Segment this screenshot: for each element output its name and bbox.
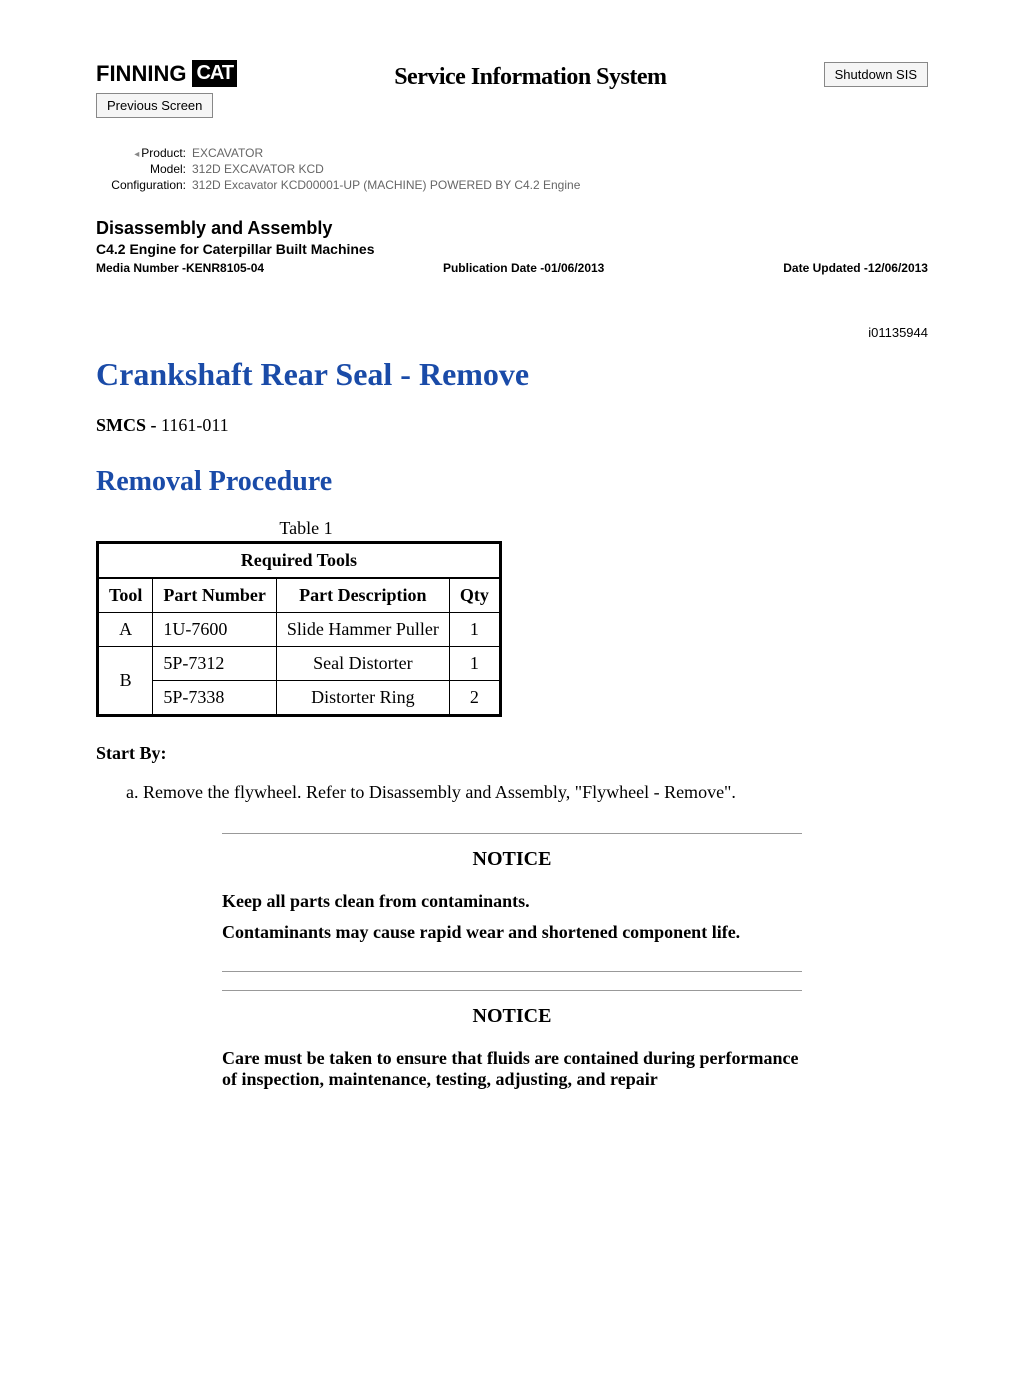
logo-block: FINNING CAT <box>96 60 237 87</box>
step-list: a. Remove the flywheel. Refer to Disasse… <box>126 782 928 803</box>
step-a: a. Remove the flywheel. Refer to Disasse… <box>126 782 928 803</box>
meta-product-label: Product: <box>96 146 192 160</box>
media-number: Media Number -KENR8105-04 <box>96 261 264 275</box>
publication-date: Publication Date -01/06/2013 <box>443 261 604 275</box>
cell-pn: 5P-7338 <box>153 681 276 716</box>
table-row: B 5P-7312 Seal Distorter 1 <box>98 647 501 681</box>
meta-block: Product: EXCAVATOR Model: 312D EXCAVATOR… <box>96 146 928 192</box>
notice-title: NOTICE <box>222 848 802 871</box>
meta-config-label: Configuration: <box>96 178 192 192</box>
notice-text: Contaminants may cause rapid wear and sh… <box>222 922 802 943</box>
shutdown-sis-button[interactable]: Shutdown SIS <box>824 62 928 87</box>
meta-config-value: 312D Excavator KCD00001-UP (MACHINE) POW… <box>192 178 580 192</box>
section-heading: Disassembly and Assembly <box>96 218 928 239</box>
cell-desc: Slide Hammer Puller <box>276 613 449 647</box>
cell-pn: 1U-7600 <box>153 613 276 647</box>
col-qty: Qty <box>449 578 500 613</box>
meta-config: Configuration: 312D Excavator KCD00001-U… <box>96 178 928 192</box>
meta-product: Product: EXCAVATOR <box>96 146 928 160</box>
table-row: 5P-7338 Distorter Ring 2 <box>98 681 501 716</box>
logo-and-prev: FINNING CAT Previous Screen <box>96 60 237 118</box>
notice-text: Keep all parts clean from contaminants. <box>222 891 802 912</box>
meta-model-value: 312D EXCAVATOR KCD <box>192 162 324 176</box>
cell-desc: Distorter Ring <box>276 681 449 716</box>
page-container: FINNING CAT Previous Screen Service Info… <box>0 0 1024 1140</box>
table-caption: Table 1 <box>96 518 516 539</box>
col-part-number: Part Number <box>153 578 276 613</box>
sis-title: Service Information System <box>237 60 824 91</box>
meta-model-label: Model: <box>96 162 192 176</box>
date-updated: Date Updated -12/06/2013 <box>783 261 928 275</box>
notice-title: NOTICE <box>222 1005 802 1028</box>
table-row: A 1U-7600 Slide Hammer Puller 1 <box>98 613 501 647</box>
previous-screen-button[interactable]: Previous Screen <box>96 93 213 118</box>
cell-qty: 1 <box>449 647 500 681</box>
cell-tool: B <box>98 647 153 716</box>
header-row: FINNING CAT Previous Screen Service Info… <box>96 60 928 118</box>
notice-block-2: NOTICE Care must be taken to ensure that… <box>222 990 802 1090</box>
smcs-value: 1161-011 <box>161 415 229 435</box>
section-block: Disassembly and Assembly C4.2 Engine for… <box>96 218 928 275</box>
col-part-description: Part Description <box>276 578 449 613</box>
cell-tool: A <box>98 613 153 647</box>
start-by-label: Start By: <box>96 743 928 764</box>
notice-block-1: NOTICE Keep all parts clean from contami… <box>222 833 802 972</box>
logo-finning: FINNING <box>96 61 186 87</box>
section-subtitle: Removal Procedure <box>96 466 928 498</box>
meta-model: Model: 312D EXCAVATOR KCD <box>96 162 928 176</box>
cell-pn: 5P-7312 <box>153 647 276 681</box>
publication-row: Media Number -KENR8105-04 Publication Da… <box>96 261 928 275</box>
cell-desc: Seal Distorter <box>276 647 449 681</box>
cell-qty: 1 <box>449 613 500 647</box>
table-header: Required Tools <box>98 543 501 579</box>
section-subheading: C4.2 Engine for Caterpillar Built Machin… <box>96 241 928 257</box>
required-tools-table: Required Tools Tool Part Number Part Des… <box>96 541 502 717</box>
smcs-line: SMCS - 1161-011 <box>96 415 928 436</box>
document-id: i01135944 <box>96 325 928 340</box>
notice-text: Care must be taken to ensure that fluids… <box>222 1048 802 1090</box>
logo-cat: CAT <box>192 60 237 87</box>
page-title: Crankshaft Rear Seal - Remove <box>96 356 928 393</box>
cell-qty: 2 <box>449 681 500 716</box>
col-tool: Tool <box>98 578 153 613</box>
smcs-label: SMCS - <box>96 415 161 435</box>
meta-product-value: EXCAVATOR <box>192 146 263 160</box>
